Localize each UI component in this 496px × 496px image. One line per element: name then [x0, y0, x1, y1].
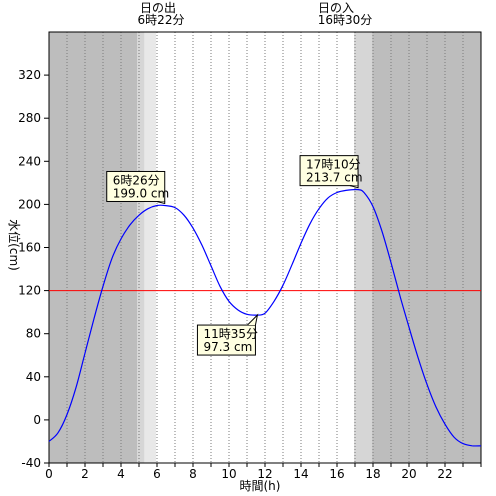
y-tick-label: 80 — [26, 327, 41, 341]
twilight-band — [137, 32, 145, 463]
x-tick-label: 14 — [293, 467, 308, 481]
callout-value: 199.0 cm — [113, 186, 169, 200]
callout-pointer — [247, 313, 259, 326]
x-axis: 0 2 4 6 8 10 12 14 16 18 20 22 — [45, 463, 482, 481]
x-axis-title: 時間(h) — [240, 479, 281, 493]
callout-time: 11時35分 — [203, 327, 258, 341]
callout-value: 97.3 cm — [203, 340, 252, 354]
daylight-bands — [49, 32, 481, 463]
y-axis: -40 0 40 80 120 160 200 240 280 320 — [18, 68, 49, 470]
x-tick-label: 8 — [189, 467, 197, 481]
y-tick-label: 160 — [18, 241, 41, 255]
x-tick-label: 0 — [45, 467, 53, 481]
callout-time: 17時10分 — [306, 158, 361, 172]
x-tick-label: 22 — [437, 467, 452, 481]
x-tick-label: 2 — [81, 467, 89, 481]
y-tick-label: 0 — [33, 413, 41, 427]
callout-box — [299, 155, 359, 187]
x-tick-label: 6 — [153, 467, 161, 481]
x-tick-label: 10 — [221, 467, 236, 481]
y-tick-label: -40 — [21, 456, 41, 470]
x-tick-label: 4 — [117, 467, 125, 481]
y-tick-label: 320 — [18, 68, 41, 82]
sunrise-title: 日の出 — [140, 1, 176, 15]
callout-pointer — [349, 185, 359, 189]
y-axis-title: 水位(cm) — [7, 219, 22, 271]
y-tick-label: 40 — [26, 370, 41, 384]
callout-time: 6時26分 — [113, 173, 160, 187]
x-tick-label: 12 — [257, 467, 272, 481]
twilight-band — [354, 32, 373, 463]
sunset-title: 日の入 — [318, 1, 354, 15]
y-tick-label: 120 — [18, 284, 41, 298]
sunset-time: 16時30分 — [318, 13, 373, 27]
x-tick-label: 16 — [329, 467, 344, 481]
callout-box — [196, 324, 256, 356]
y-tick-label: 200 — [18, 197, 41, 211]
day-band — [137, 32, 373, 463]
twilight-band — [144, 32, 157, 463]
y-tick-label: 240 — [18, 154, 41, 168]
sunrise-time: 6時22分 — [138, 13, 185, 27]
x-tick-label: 18 — [365, 467, 380, 481]
callout-value: 213.7 cm — [306, 171, 362, 185]
x-tick-label: 20 — [401, 467, 416, 481]
callout-box — [106, 170, 166, 202]
tide-series-line — [48, 188, 482, 447]
callout-pointer — [156, 200, 166, 205]
y-tick-label: 280 — [18, 111, 41, 125]
